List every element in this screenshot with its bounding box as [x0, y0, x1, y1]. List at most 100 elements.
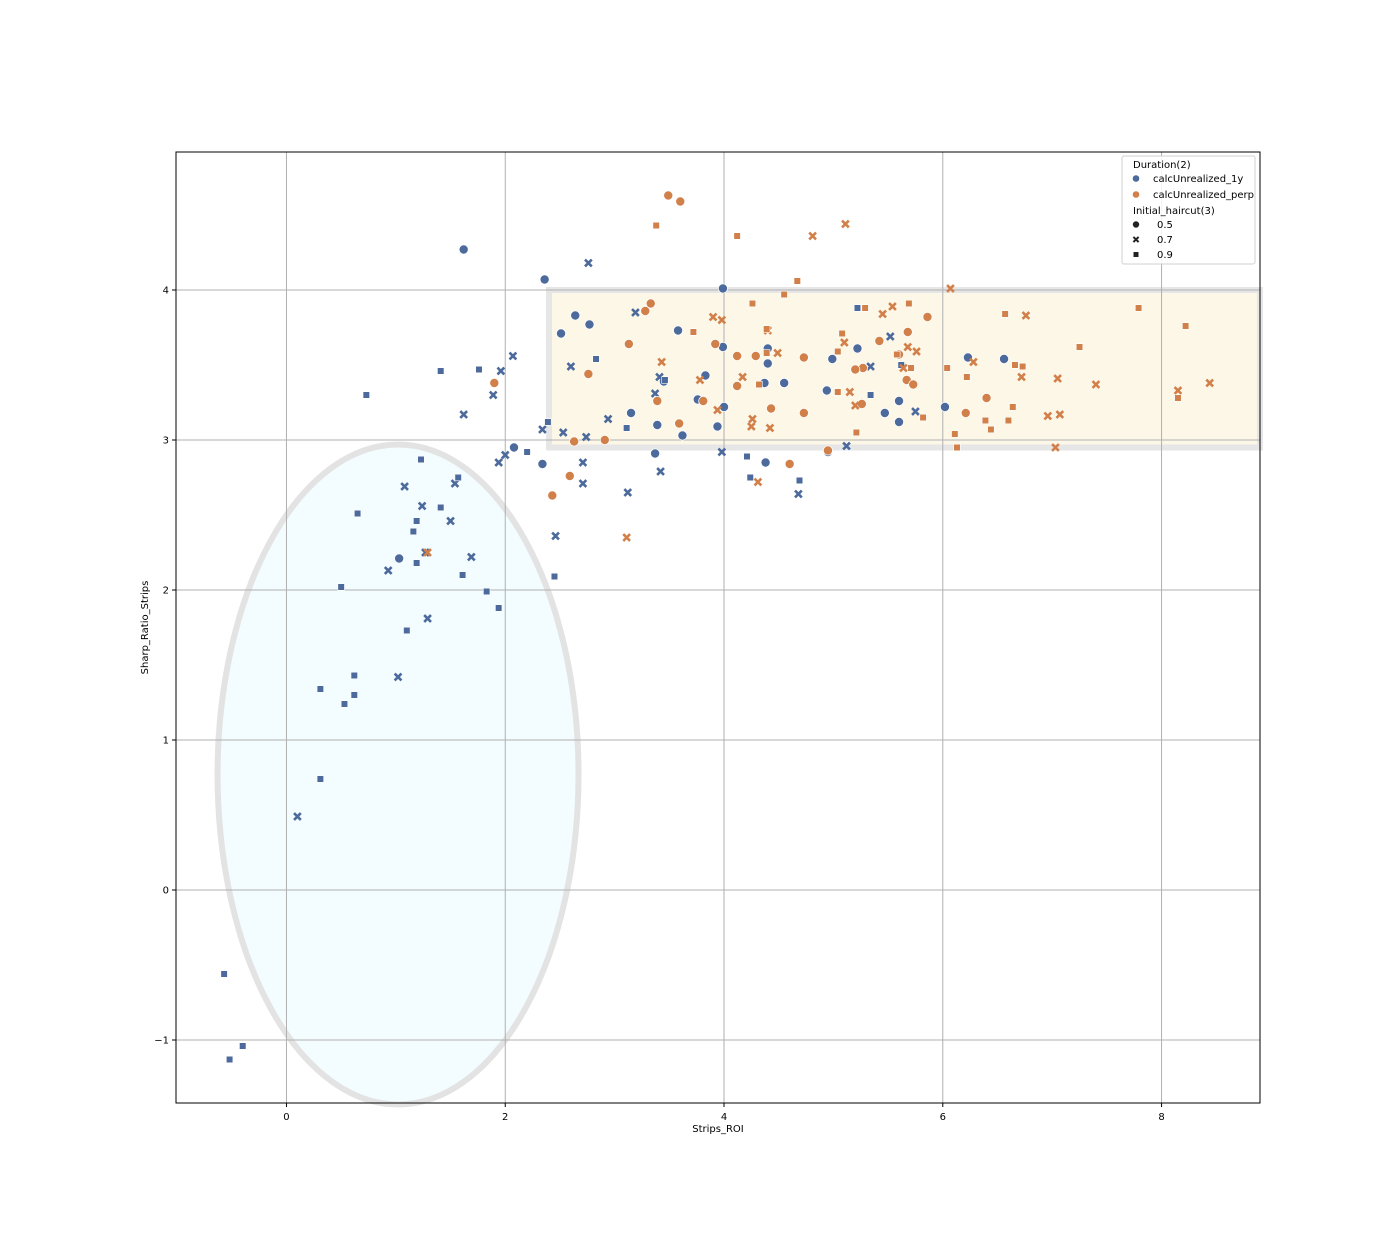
- data-point-calcunrealized-1y-circle: [821, 385, 832, 396]
- data-point-calcunrealized-1y-x: [866, 362, 875, 371]
- data-point-calcunrealized-perp-square: [1011, 361, 1019, 369]
- data-point-calcunrealized-1y-circle: [677, 430, 688, 441]
- data-point-calcunrealized-1y-square: [362, 391, 370, 399]
- data-point-calcunrealized-perp-x: [765, 423, 775, 433]
- legend-label-calcunrealized-perp: calcUnrealized_perp: [1153, 190, 1254, 201]
- legend-box: [1121, 155, 1256, 265]
- data-point-calcunrealized-perp-x: [899, 363, 908, 373]
- data-point-calcunrealized-perp-square: [905, 299, 913, 308]
- legend-x-icon: [1132, 236, 1140, 243]
- data-point-calcunrealized-1y-square: [743, 452, 751, 461]
- data-point-calcunrealized-1y-x: [566, 362, 576, 371]
- data-point-calcunrealized-perp-circle: [569, 436, 580, 447]
- data-point-calcunrealized-1y-square: [795, 476, 804, 485]
- data-point-calcunrealized-1y-circle: [779, 377, 790, 388]
- data-point-calcunrealized-perp-square: [689, 328, 697, 336]
- data-point-calcunrealized-1y-x: [578, 458, 588, 467]
- y-tick-label: 0: [163, 886, 169, 897]
- data-point-calcunrealized-1y-square: [337, 583, 345, 591]
- data-point-calcunrealized-perp-circle: [798, 407, 809, 418]
- data-point-calcunrealized-1y-circle: [879, 407, 890, 418]
- highlight-layer: [214, 287, 1263, 1108]
- data-point-calcunrealized-perp-square: [1134, 304, 1143, 312]
- highlight-ellipse: [214, 441, 582, 1108]
- data-point-calcunrealized-1y-x: [383, 566, 393, 575]
- x-axis-label: Strips_ROI: [692, 1124, 743, 1135]
- data-point-calcunrealized-perp-square: [763, 349, 771, 357]
- data-point-calcunrealized-1y-x: [631, 308, 640, 317]
- data-point-calcunrealized-perp-circle: [652, 395, 663, 406]
- data-point-calcunrealized-1y-x: [400, 482, 409, 491]
- data-point-calcunrealized-1y-x: [450, 479, 460, 488]
- data-point-calcunrealized-1y-x: [603, 414, 613, 424]
- data-point-calcunrealized-1y-square: [746, 473, 754, 482]
- data-point-calcunrealized-1y-square: [350, 671, 358, 680]
- data-point-calcunrealized-perp-circle: [822, 445, 833, 456]
- data-point-calcunrealized-perp-square: [1001, 310, 1009, 318]
- data-point-calcunrealized-perp-circle: [798, 352, 809, 363]
- data-point-calcunrealized-perp-x: [747, 422, 756, 431]
- data-point-calcunrealized-1y-x: [446, 516, 455, 526]
- data-point-calcunrealized-1y-square: [437, 503, 445, 512]
- data-point-calcunrealized-perp-square: [834, 347, 842, 356]
- data-point-calcunrealized-1y-square: [523, 448, 531, 456]
- y-tick-label: −1: [154, 1036, 169, 1047]
- data-point-calcunrealized-perp-x: [695, 375, 705, 385]
- data-point-calcunrealized-perp-circle: [922, 311, 933, 322]
- data-point-calcunrealized-perp-square: [1019, 362, 1027, 371]
- data-point-calcunrealized-1y-square: [350, 691, 358, 699]
- legend-swatch-calcunrealized-perp: [1132, 191, 1140, 198]
- points-layer: [220, 190, 1214, 1064]
- data-point-calcunrealized-1y-x: [558, 428, 568, 437]
- data-point-calcunrealized-perp-square: [953, 443, 961, 452]
- data-point-calcunrealized-perp-circle: [766, 403, 777, 414]
- data-point-calcunrealized-perp-circle: [640, 305, 651, 316]
- data-point-calcunrealized-1y-square: [340, 700, 349, 708]
- data-point-calcunrealized-perp-circle: [908, 379, 919, 390]
- data-point-calcunrealized-perp-x: [912, 347, 921, 356]
- data-point-calcunrealized-perp-square: [793, 277, 801, 285]
- data-point-calcunrealized-1y-square: [239, 1042, 247, 1050]
- data-point-calcunrealized-1y-square: [592, 355, 600, 363]
- data-point-calcunrealized-perp-square: [1174, 394, 1182, 402]
- data-point-calcunrealized-1y-square: [495, 604, 503, 612]
- data-point-calcunrealized-perp-x: [738, 372, 747, 382]
- data-point-calcunrealized-perp-circle: [564, 470, 575, 481]
- data-point-calcunrealized-perp-x: [1091, 380, 1101, 389]
- data-point-calcunrealized-1y-x: [494, 458, 504, 467]
- data-point-calcunrealized-1y-circle: [556, 328, 567, 339]
- legend-label-calcunrealized-1y: calcUnrealized_1y: [1153, 174, 1243, 185]
- data-point-calcunrealized-perp-circle: [675, 196, 686, 207]
- data-point-calcunrealized-perp-square: [919, 413, 927, 422]
- data-point-calcunrealized-1y-square: [225, 1055, 234, 1064]
- y-tick-label: 3: [163, 436, 169, 447]
- data-point-calcunrealized-1y-circle: [508, 442, 519, 453]
- data-point-calcunrealized-perp-square: [748, 299, 757, 308]
- data-point-calcunrealized-perp-x: [946, 284, 955, 293]
- data-point-calcunrealized-perp-circle: [960, 407, 971, 418]
- data-point-calcunrealized-perp-circle: [750, 350, 761, 361]
- data-point-calcunrealized-perp-x: [1017, 372, 1026, 382]
- data-point-calcunrealized-perp-x: [1055, 410, 1065, 419]
- data-point-calcunrealized-1y-x: [393, 672, 403, 682]
- data-point-calcunrealized-1y-circle: [894, 416, 905, 427]
- legend-marker-calcunrealized-1y: [1132, 175, 1140, 182]
- data-point-calcunrealized-perp-x: [903, 342, 913, 352]
- data-point-calcunrealized-perp-x: [713, 405, 722, 415]
- data-point-calcunrealized-1y-x: [650, 389, 660, 398]
- data-point-calcunrealized-perp-x: [841, 219, 850, 229]
- data-point-calcunrealized-1y-circle: [673, 325, 684, 336]
- grid-layer: [176, 152, 1260, 1103]
- data-point-calcunrealized-perp-circle: [547, 490, 558, 501]
- y-axis-label: Sharp_Ratio_Strips: [140, 581, 151, 675]
- data-point-calcunrealized-1y-circle: [712, 421, 723, 432]
- legend-marker-x: [1132, 236, 1140, 243]
- data-point-calcunrealized-perp-square: [652, 221, 660, 230]
- data-point-calcunrealized-perp-square: [907, 364, 915, 372]
- data-point-calcunrealized-perp-square: [987, 425, 995, 434]
- data-point-calcunrealized-1y-x: [538, 425, 547, 434]
- data-point-calcunrealized-perp-x: [808, 231, 817, 241]
- data-point-calcunrealized-1y-x: [794, 489, 803, 499]
- legend-style-title: Initial_haircut(3): [1133, 206, 1215, 217]
- data-point-calcunrealized-perp-circle: [599, 434, 610, 445]
